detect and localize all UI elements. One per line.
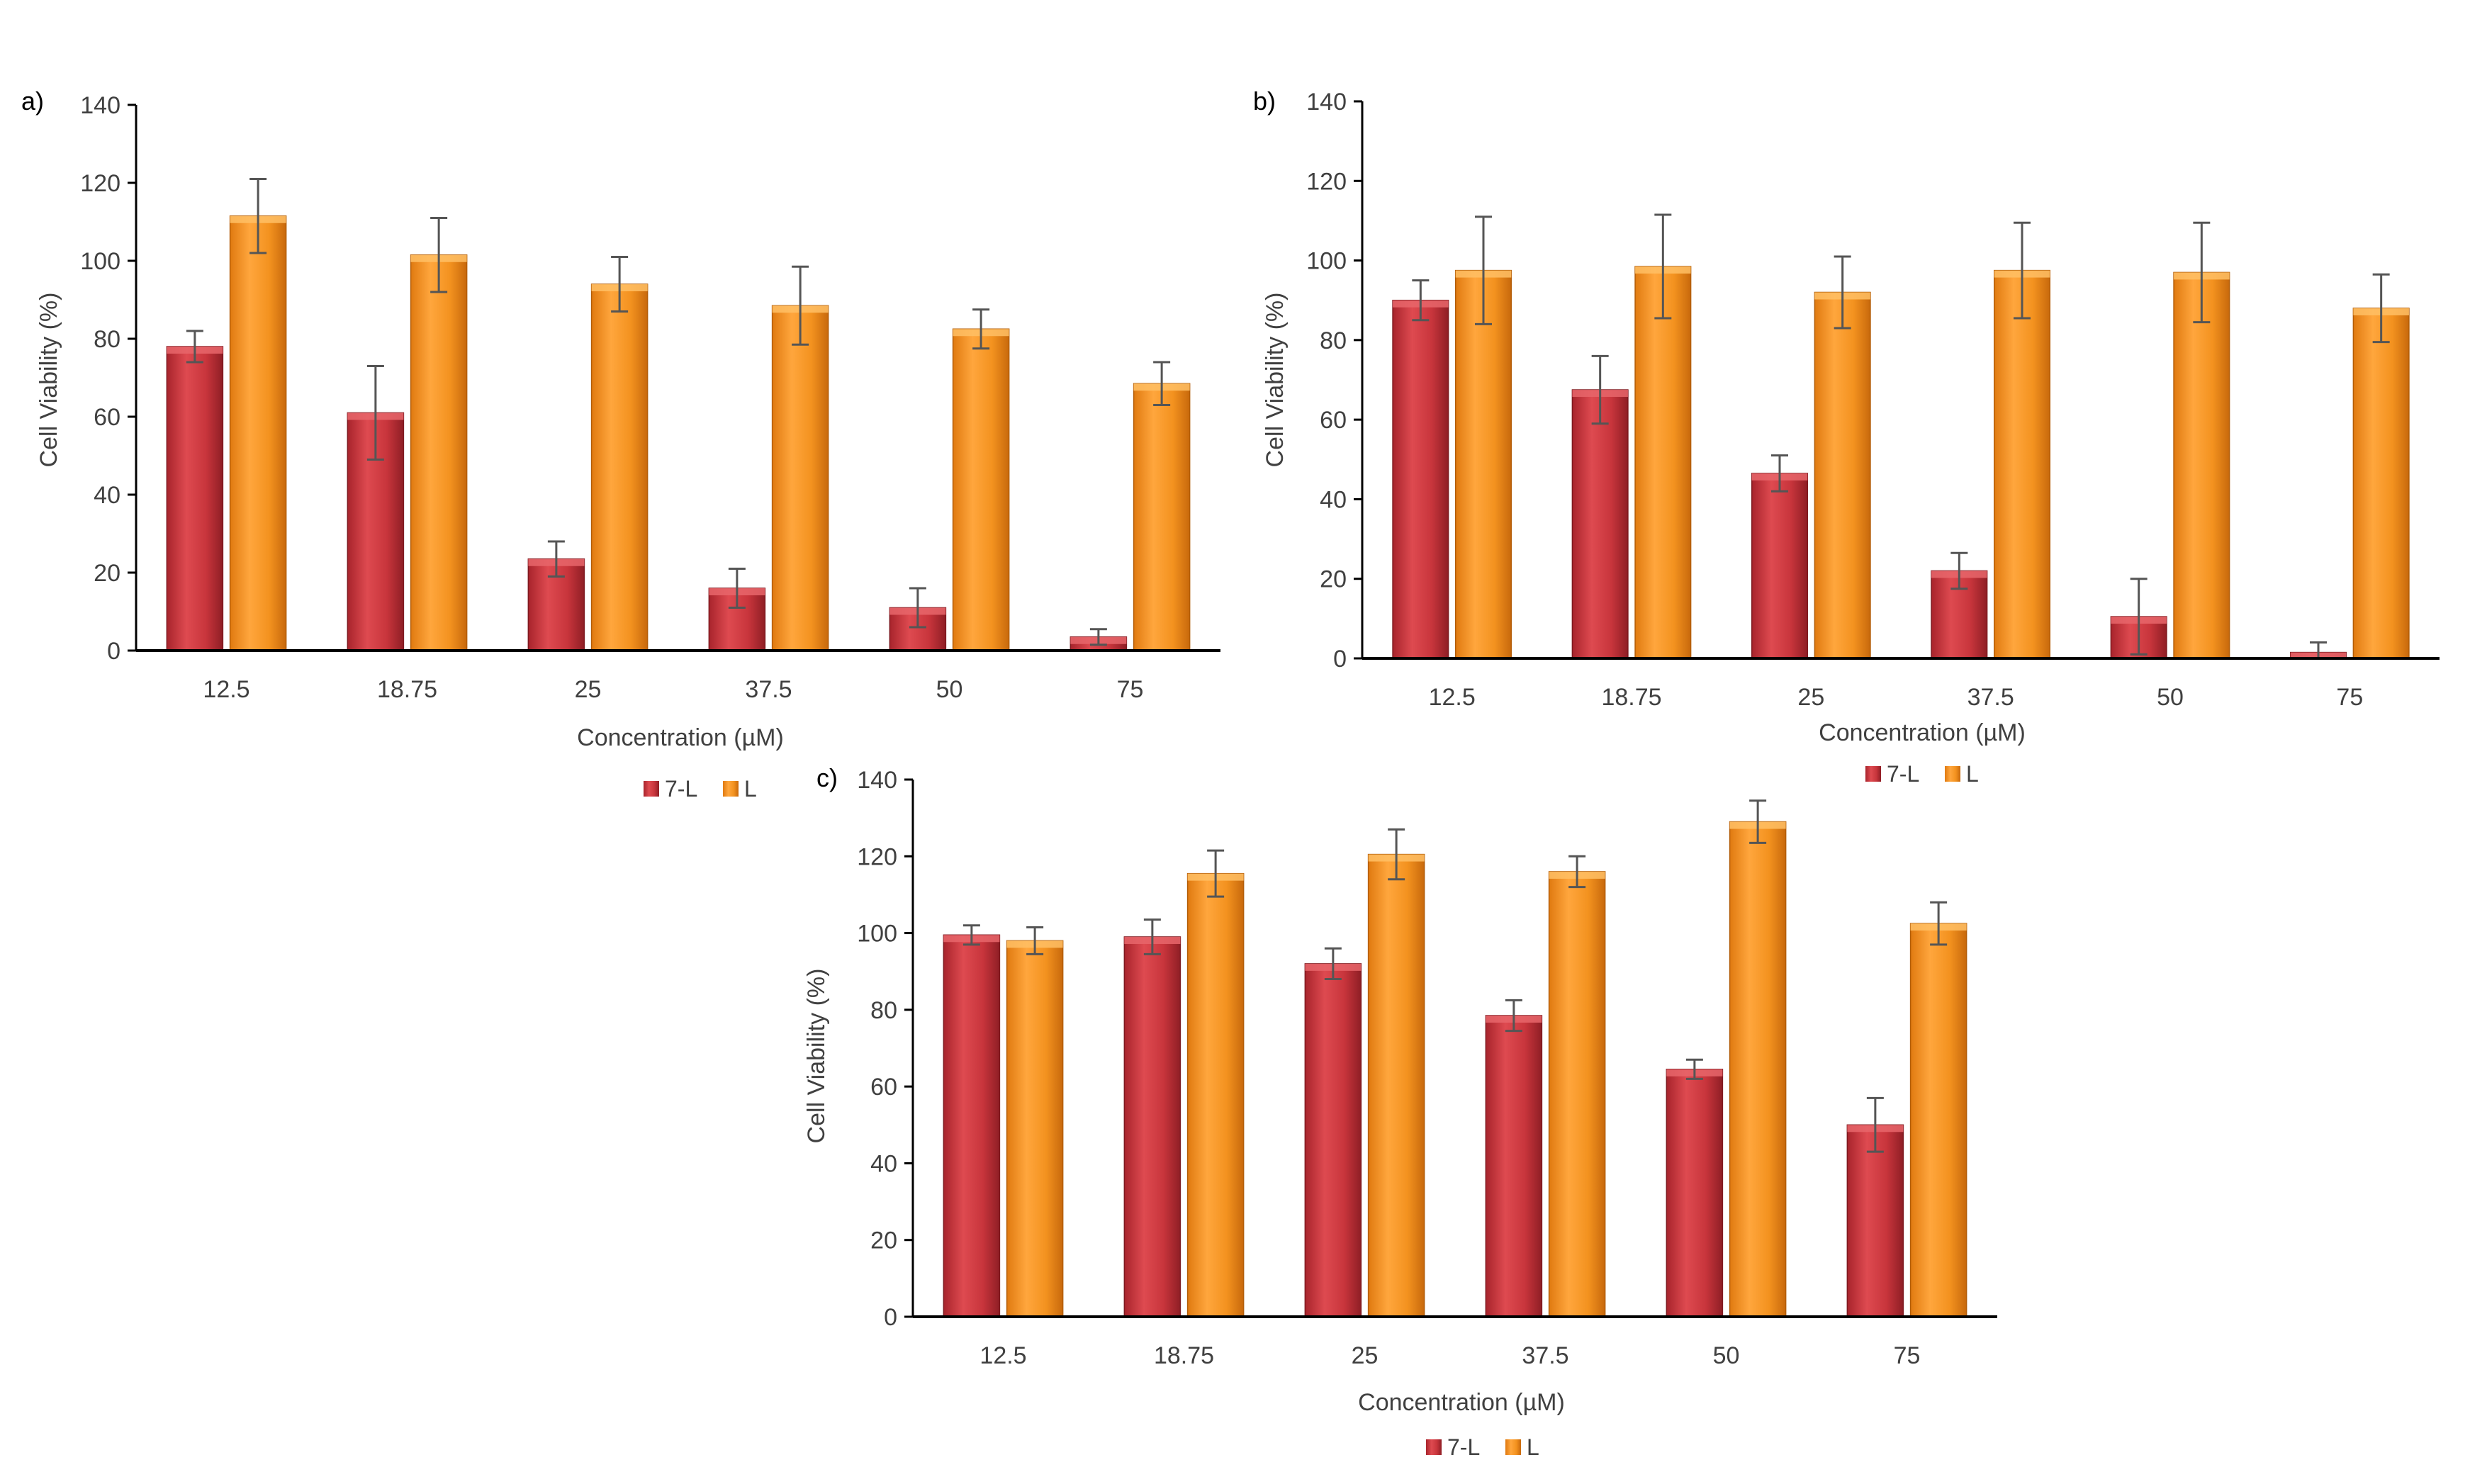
y-tick-label-b-140: 140 (1306, 89, 1347, 116)
y-tick-label-b-120: 120 (1306, 168, 1347, 195)
x-tick-label-c-75: 75 (1894, 1342, 1921, 1369)
x-axis-label-c: Concentration (µM) (1358, 1389, 1565, 1416)
x-tick-label-a-50: 50 (936, 676, 963, 703)
bar-7L-c-50 (1666, 1069, 1724, 1317)
x-tick-label-a-12.5: 12.5 (203, 676, 249, 703)
legend-swatch-L-a (723, 781, 739, 797)
x-tick-label-c-18.75: 18.75 (1154, 1342, 1214, 1369)
x-tick-label-c-37.5: 37.5 (1522, 1342, 1568, 1369)
y-tick-label-b-40: 40 (1320, 486, 1347, 513)
bar-L-b-50 (2173, 271, 2230, 659)
legend-a: 7-L L (644, 776, 757, 802)
x-tick-label-b-12.5: 12.5 (1429, 684, 1476, 711)
bar-7L-c-18.75 (1123, 936, 1181, 1317)
panel-label-c: c) (816, 763, 838, 792)
y-axis-label-b: Cell Viability (%) (1262, 293, 1289, 468)
y-tick-label-b-80: 80 (1320, 327, 1347, 354)
y-tick-label-a-40: 40 (94, 482, 120, 509)
y-axis-label-c: Cell Viability (%) (803, 969, 830, 1144)
x-tick-label-b-37.5: 37.5 (1967, 684, 2014, 711)
bar-L-a-18.75 (410, 254, 468, 651)
bar-L-a-37.5 (771, 305, 829, 651)
x-tick-label-b-50: 50 (2157, 684, 2184, 711)
legend-swatch-L-b (1945, 766, 1960, 782)
bar-7L-c-25 (1304, 963, 1362, 1317)
y-tick-label-b-100: 100 (1306, 248, 1347, 275)
bar-7L-c-12.5 (943, 934, 1001, 1317)
y-axis-label-a: Cell Viability (%) (35, 293, 62, 468)
x-tick-label-b-75: 75 (2336, 684, 2363, 711)
legend-c: 7-L L (1426, 1434, 1539, 1460)
y-tick-label-a-80: 80 (94, 326, 120, 353)
bar-7L-a-12.5 (166, 346, 224, 651)
x-axis-label-b: Concentration (µM) (1819, 719, 2026, 746)
legend-swatch-7L-a (644, 781, 659, 797)
legend-label-7L-b: 7-L (1887, 761, 1919, 787)
bar-L-c-75 (1909, 923, 1967, 1317)
bar-L-a-75 (1133, 383, 1191, 651)
y-tick-label-a-100: 100 (80, 248, 120, 275)
y-tick-label-c-60: 60 (870, 1074, 897, 1101)
legend-label-7L-a: 7-L (665, 776, 697, 802)
bar-7L-b-18.75 (1571, 389, 1629, 659)
y-tick-label-c-40: 40 (870, 1150, 897, 1177)
y-tick-label-c-140: 140 (857, 767, 897, 794)
bar-L-c-50 (1729, 821, 1787, 1317)
x-axis-label-a: Concentration (µM) (577, 724, 784, 751)
bar-7L-b-12.5 (1392, 299, 1449, 659)
y-tick-label-a-120: 120 (80, 170, 120, 197)
y-tick-label-a-20: 20 (94, 560, 120, 587)
y-tick-label-b-0: 0 (1333, 646, 1347, 673)
x-tick-label-c-12.5: 12.5 (979, 1342, 1026, 1369)
x-tick-label-b-25: 25 (1797, 684, 1824, 711)
bar-7L-c-37.5 (1485, 1015, 1543, 1317)
y-tick-label-a-60: 60 (94, 404, 120, 431)
x-tick-label-a-75: 75 (1117, 676, 1144, 703)
y-tick-label-c-100: 100 (857, 921, 897, 948)
chart-panel-b: b) Cell Viability (%) Concentration (µM)… (1253, 86, 2440, 787)
x-tick-label-c-50: 50 (1713, 1342, 1740, 1369)
chart-panel-c: c) Cell Viability (%) Concentration (µM)… (803, 763, 1997, 1460)
legend-label-L-b: L (1966, 761, 1979, 787)
bar-7L-c-75 (1846, 1124, 1904, 1317)
y-tick-label-a-0: 0 (107, 638, 120, 665)
bar-L-c-18.75 (1186, 872, 1245, 1317)
legend-swatch-7L-b (1865, 766, 1881, 782)
bar-L-a-25 (590, 283, 649, 651)
legend-b: 7-L L (1865, 761, 1979, 787)
x-tick-label-b-18.75: 18.75 (1601, 684, 1661, 711)
legend-label-L-a: L (744, 776, 757, 802)
y-tick-label-c-80: 80 (870, 997, 897, 1024)
bar-L-c-37.5 (1548, 871, 1606, 1317)
x-tick-label-c-25: 25 (1352, 1342, 1379, 1369)
y-tick-label-b-60: 60 (1320, 407, 1347, 434)
x-tick-label-a-25: 25 (575, 676, 602, 703)
x-tick-label-a-37.5: 37.5 (745, 676, 792, 703)
bar-7L-b-25 (1751, 473, 1809, 659)
legend-label-7L-c: 7-L (1447, 1434, 1480, 1460)
y-tick-label-c-0: 0 (884, 1304, 897, 1331)
bar-L-b-18.75 (1634, 266, 1692, 659)
bar-L-b-75 (2352, 308, 2410, 659)
bar-L-c-25 (1367, 853, 1425, 1317)
legend-label-L-c: L (1527, 1434, 1539, 1460)
y-tick-label-a-140: 140 (80, 92, 120, 119)
panel-label-a: a) (21, 86, 44, 116)
panel-label-b: b) (1253, 86, 1276, 116)
bar-L-b-12.5 (1454, 269, 1512, 659)
legend-swatch-7L-c (1426, 1439, 1442, 1455)
x-tick-label-a-18.75: 18.75 (377, 676, 437, 703)
y-tick-label-c-20: 20 (870, 1227, 897, 1254)
legend-swatch-L-c (1505, 1439, 1521, 1455)
bar-L-c-12.5 (1006, 940, 1064, 1317)
bar-L-b-25 (1814, 291, 1871, 659)
bar-L-b-37.5 (1993, 269, 2051, 659)
bar-L-a-50 (952, 328, 1010, 651)
bar-L-a-12.5 (229, 215, 287, 651)
chart-panel-a: a) Cell Viability (%) Concentration (µM)… (21, 86, 1220, 802)
y-tick-label-b-20: 20 (1320, 566, 1347, 593)
y-tick-label-c-120: 120 (857, 843, 897, 870)
